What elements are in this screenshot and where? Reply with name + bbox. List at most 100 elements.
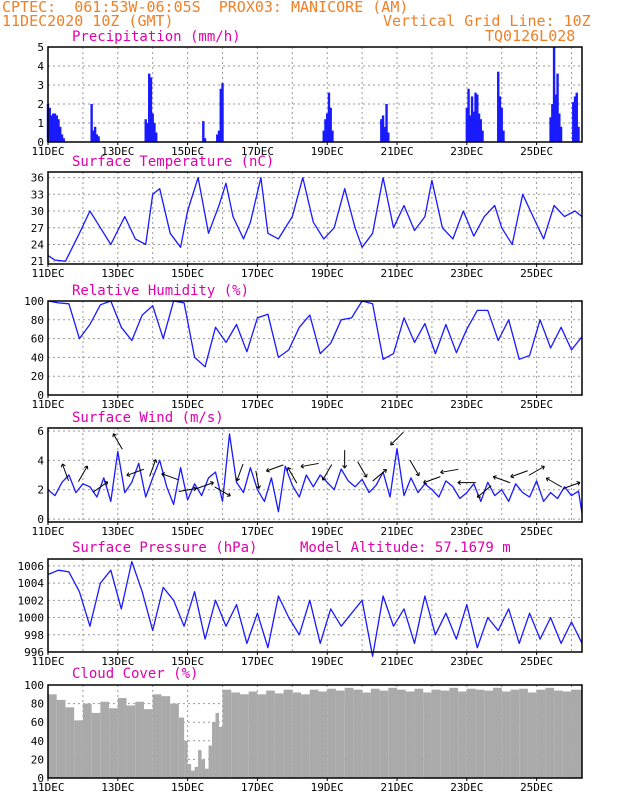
humidity-y-tick-label: 40 — [31, 351, 44, 364]
precip-bar — [380, 119, 383, 142]
cloud-column — [205, 768, 209, 778]
precip-bar — [153, 123, 156, 142]
precip-y-tick-label: 0 — [37, 136, 44, 149]
pressure-y-tick-label: 1002 — [18, 594, 45, 607]
cloud-column — [74, 720, 83, 778]
humidity-x-tick-label: 21DEC — [380, 398, 413, 411]
cloud-y-tick-label: 100 — [24, 679, 44, 692]
wind-direction-arrow — [423, 476, 441, 485]
cloud-x-tick-label: 13DEC — [101, 781, 134, 794]
humidity-series-line — [47, 300, 583, 368]
humidity-x-tick-label: 13DEC — [101, 398, 134, 411]
cloud-column — [466, 688, 476, 778]
precip-bar — [385, 104, 388, 142]
precip-x-tick-label: 11DEC — [31, 145, 64, 158]
cloud-column — [82, 703, 92, 778]
cloud-column — [201, 759, 206, 778]
cloud-column — [65, 707, 75, 778]
temp-y-tick-label: 30 — [31, 205, 44, 218]
cloud-column — [545, 687, 555, 778]
cloud-column — [458, 691, 467, 778]
cloud-column — [405, 691, 415, 778]
cloud-column — [178, 717, 185, 778]
precip-bar — [144, 119, 147, 142]
wind-frame — [47, 427, 583, 523]
humidity-y-tick-label: 80 — [31, 314, 44, 327]
precip-bar — [90, 104, 93, 142]
precip-x-tick-label: 15DEC — [171, 145, 204, 158]
cloud-column — [440, 690, 450, 778]
precip-bar — [327, 92, 331, 142]
header-grid-line-note: Vertical Grid Line: 10Z — [383, 12, 591, 30]
precip-bar — [573, 96, 577, 142]
precip-bar — [572, 102, 575, 142]
precip-bar — [92, 130, 95, 142]
cloud-column — [379, 690, 389, 778]
pressure-x-tick-label: 19DEC — [311, 655, 344, 668]
pressure-x-tick-label: 11DEC — [31, 655, 64, 668]
humidity-y-tick-label: 20 — [31, 370, 44, 383]
wind-direction-arrow — [286, 467, 298, 484]
precip-bar — [559, 126, 563, 142]
cloud-column — [143, 709, 153, 778]
temp-x-tick-label: 15DEC — [171, 267, 204, 280]
wind-direction-arrow — [528, 465, 545, 476]
cloud-column — [109, 708, 118, 778]
precip-bar — [474, 92, 477, 142]
precip-bar — [148, 73, 151, 142]
cloud-column — [194, 766, 199, 778]
cloud-column — [48, 694, 57, 778]
pressure-y-tick-label: 996 — [24, 646, 44, 659]
cloud-column — [292, 692, 302, 778]
cloud-column — [215, 712, 220, 778]
cloud-x-tick-label: 17DEC — [241, 781, 274, 794]
wind-direction-arrow — [235, 463, 244, 482]
cloud-column — [187, 764, 192, 778]
humidity-panel: 0 20 40 60 80 100 11DEC 13DEC 15DEC 17DEC 19DEC 21D… — [24, 283, 583, 411]
pressure-y-tick-label: 1004 — [18, 577, 45, 590]
precip-bar — [52, 113, 55, 142]
wind-title: Surface Wind (m/s) — [72, 410, 224, 426]
precip-bar — [97, 136, 100, 142]
wind-direction-arrow — [149, 459, 158, 477]
precip-y-tick-label: 5 — [37, 41, 44, 54]
temp-y-tick-label: 33 — [31, 188, 44, 201]
precip-bar — [62, 138, 65, 142]
precip-x-tick-label: 17DEC — [241, 145, 274, 158]
cloud-y-tick-label: 60 — [31, 716, 44, 729]
cloud-column — [222, 689, 232, 778]
precip-y-tick-label: 1 — [37, 117, 44, 130]
cloud-column — [475, 689, 485, 778]
humidity-x-tick-label: 17DEC — [241, 398, 274, 411]
wind-y-tick-label: 6 — [37, 425, 44, 438]
temp-y-tick-label: 24 — [31, 238, 45, 251]
cloud-column — [257, 694, 267, 778]
precip-title: Precipitation (mm/h) — [72, 29, 241, 45]
cloud-y-tick-label: 0 — [37, 772, 44, 785]
cloud-column — [191, 770, 195, 778]
cloud-column — [318, 691, 328, 778]
precip-bar — [477, 113, 481, 142]
precip-bar — [465, 107, 469, 142]
cloud-column — [117, 698, 127, 778]
cloud-column — [266, 690, 275, 778]
pressure-x-tick-label: 25DEC — [520, 655, 553, 668]
humidity-y-tick-label: 60 — [31, 333, 44, 346]
cloud-column — [370, 688, 380, 778]
pressure-y-tick-label: 1000 — [18, 612, 45, 625]
wind-direction-arrow — [457, 480, 476, 486]
cloud-column — [309, 689, 319, 778]
wind-direction-arrow — [357, 461, 368, 478]
precip-bar — [575, 92, 578, 142]
precip-x-tick-label: 19DEC — [311, 145, 344, 158]
cloud-column — [431, 689, 441, 778]
precip-bar — [577, 126, 580, 142]
wind-direction-arrow — [492, 475, 511, 484]
cloud-column — [283, 689, 293, 778]
precip-bar — [476, 94, 479, 142]
cloud-column — [335, 690, 345, 778]
precip-bar — [498, 96, 502, 142]
precip-bar — [93, 126, 97, 142]
precip-bar — [55, 115, 58, 142]
wind-direction-arrow — [255, 470, 261, 489]
